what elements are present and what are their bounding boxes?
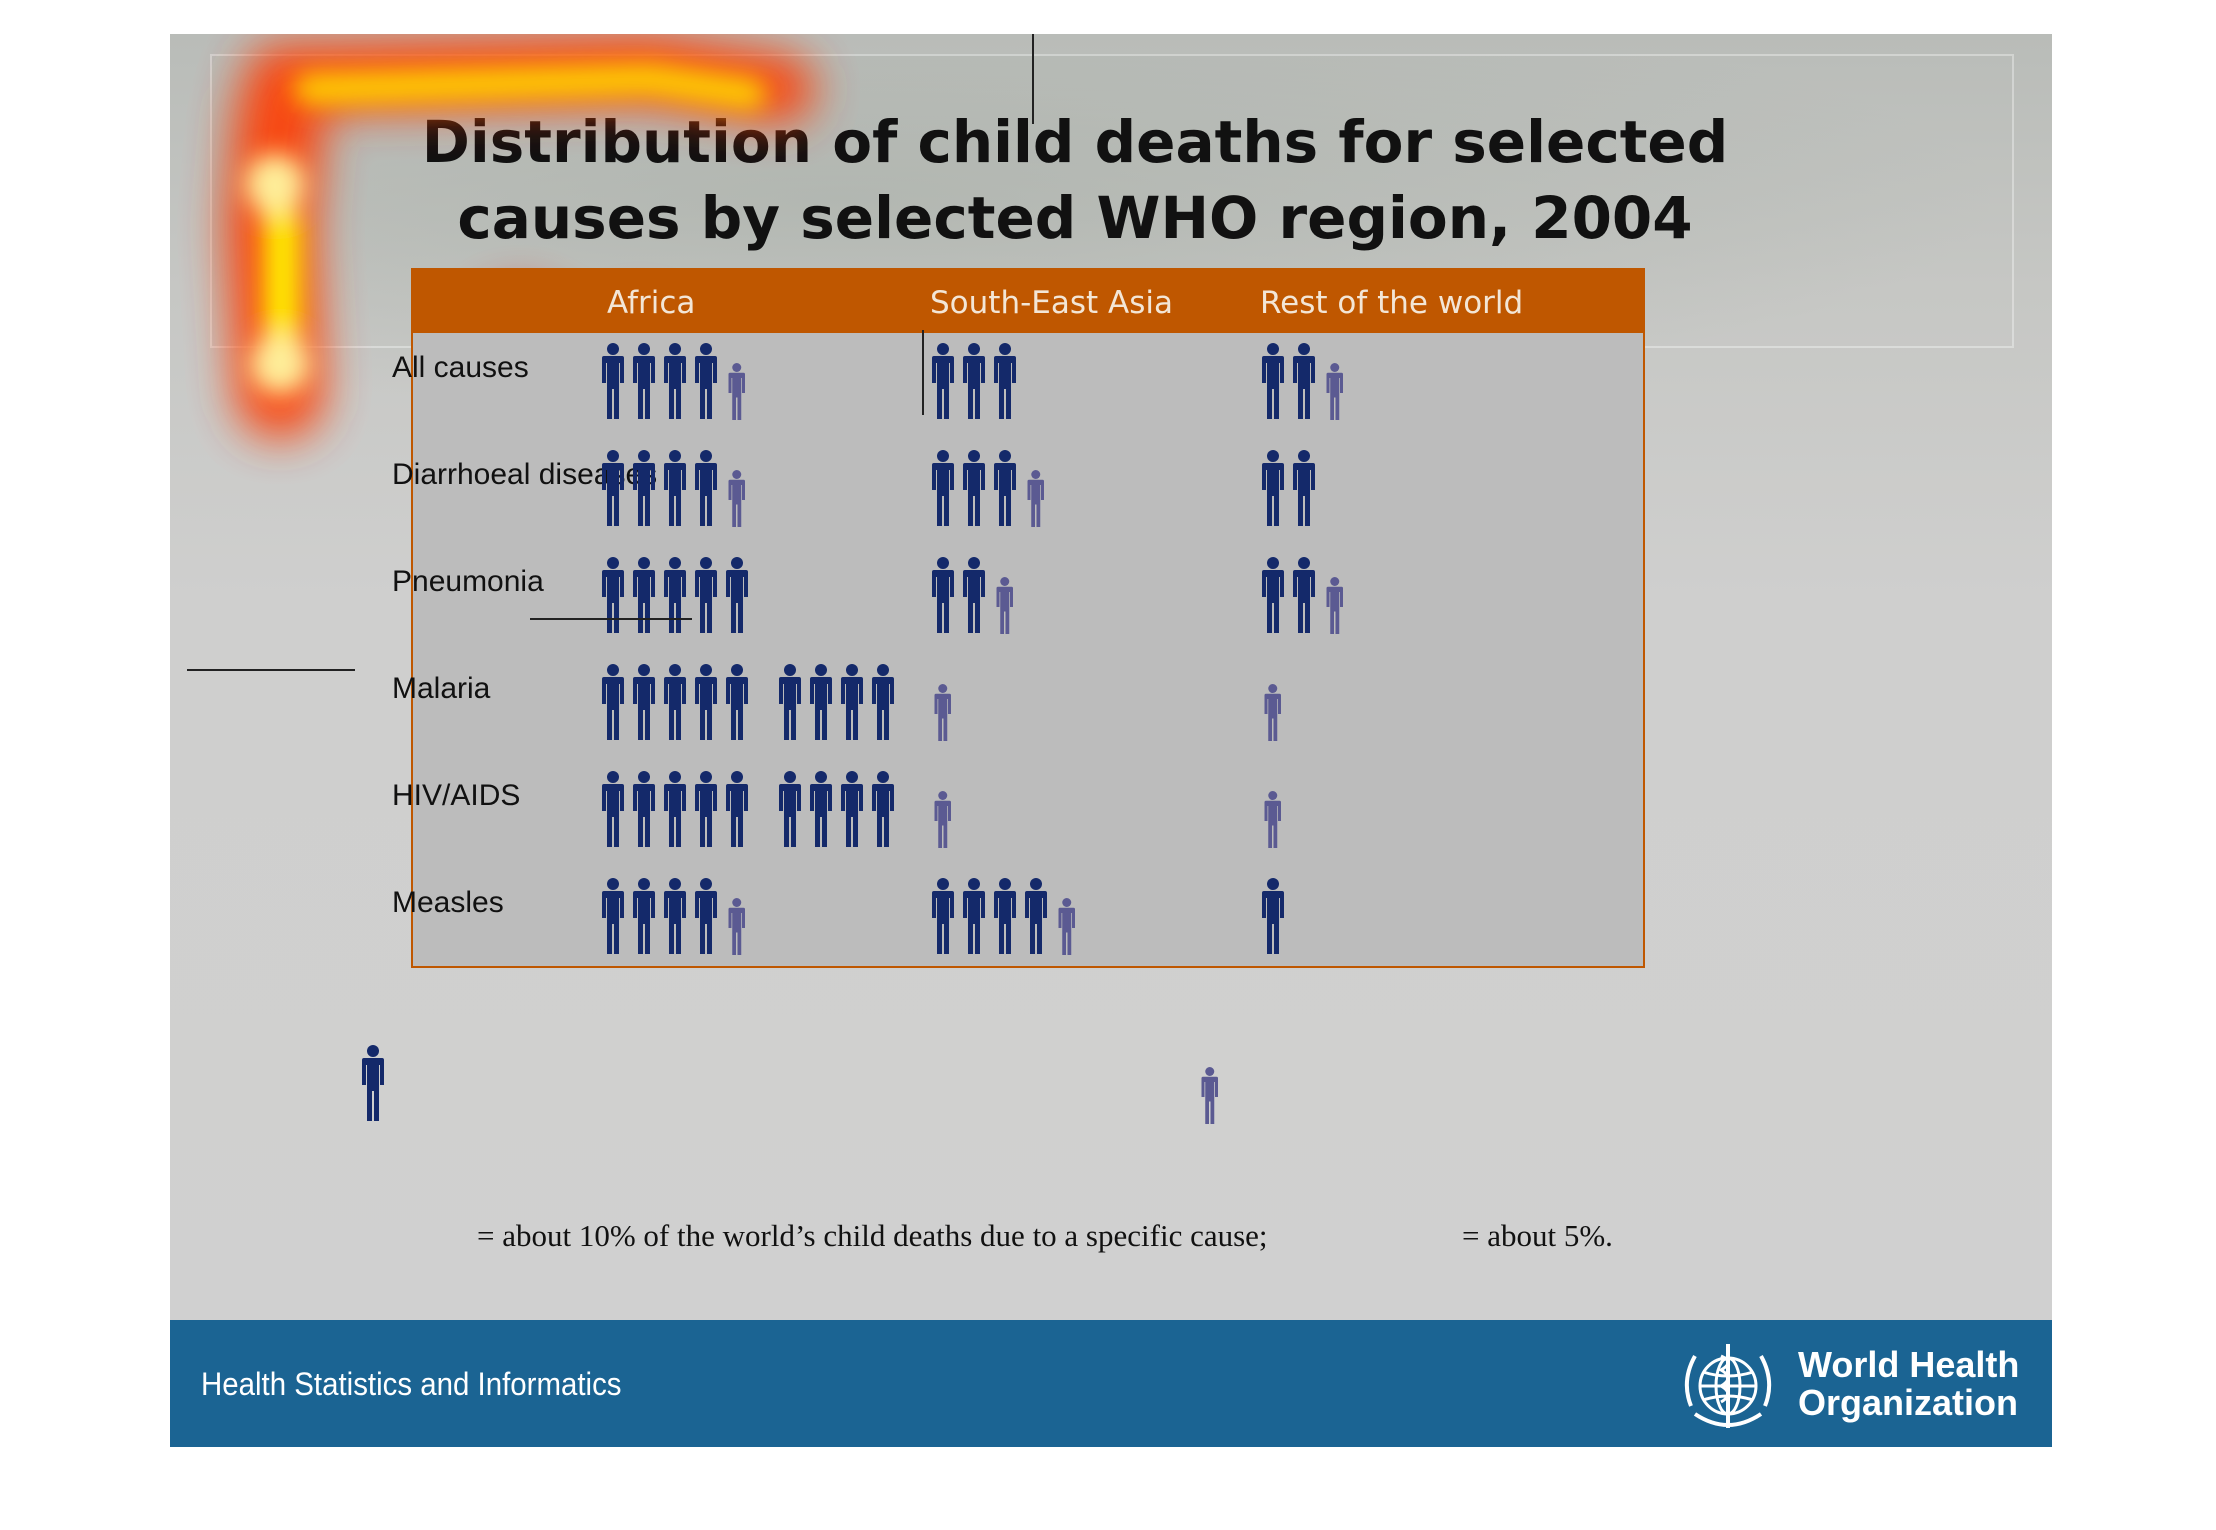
row-label: All causes xyxy=(392,351,529,384)
legend-full-label: = about 10% of the world’s child deaths … xyxy=(477,1218,1268,1253)
table-header-bar xyxy=(412,269,1644,333)
half-person-icon xyxy=(728,470,745,527)
half-person-icon xyxy=(1058,898,1075,955)
annotation-line xyxy=(1032,34,1034,124)
half-person-icon xyxy=(1027,470,1044,527)
row-label: HIV/AIDS xyxy=(392,779,520,812)
full-person-icon xyxy=(994,450,1016,526)
half-person-icon xyxy=(996,577,1013,634)
full-person-icon xyxy=(726,557,748,633)
full-person-icon xyxy=(602,771,624,847)
full-person-icon xyxy=(726,664,748,740)
full-person-icon xyxy=(602,450,624,526)
footer-bar: Health Statistics and Informatics World … xyxy=(170,1320,2052,1447)
half-person-icon xyxy=(728,898,745,955)
full-person-icon xyxy=(695,450,717,526)
full-person-icon xyxy=(872,664,894,740)
full-person-icon xyxy=(602,343,624,419)
full-person-icon xyxy=(963,557,985,633)
full-person-icon xyxy=(1293,450,1315,526)
legend-half-label: = about 5%. xyxy=(1462,1218,1613,1253)
full-person-icon xyxy=(1293,343,1315,419)
full-person-icon xyxy=(695,557,717,633)
column-header: South-East Asia xyxy=(930,285,1173,321)
half-person-icon xyxy=(934,684,951,741)
full-person-icon xyxy=(932,450,954,526)
full-person-icon xyxy=(932,343,954,419)
full-person-icon xyxy=(779,664,801,740)
full-person-icon xyxy=(1262,878,1284,954)
full-person-icon xyxy=(963,450,985,526)
full-person-icon xyxy=(994,878,1016,954)
annotation-line xyxy=(530,618,692,620)
full-person-icon xyxy=(633,557,655,633)
full-person-icon xyxy=(695,771,717,847)
full-person-icon xyxy=(664,450,686,526)
full-person-icon xyxy=(810,664,832,740)
full-person-icon xyxy=(994,343,1016,419)
full-person-icon xyxy=(1262,343,1284,419)
full-person-icon xyxy=(664,771,686,847)
column-header: Rest of the world xyxy=(1260,285,1523,321)
full-person-icon xyxy=(932,557,954,633)
full-person-icon xyxy=(695,664,717,740)
half-person-icon xyxy=(1326,363,1343,420)
full-person-icon xyxy=(633,343,655,419)
full-person-icon xyxy=(726,771,748,847)
full-person-icon xyxy=(602,878,624,954)
legend-half-person-icon xyxy=(1201,1067,1218,1124)
full-person-icon xyxy=(664,664,686,740)
annotation-line xyxy=(187,669,355,671)
half-person-icon xyxy=(1326,577,1343,634)
full-person-icon xyxy=(633,878,655,954)
full-person-icon xyxy=(1262,450,1284,526)
who-name-line2: Organization xyxy=(1798,1382,2019,1423)
full-person-icon xyxy=(664,557,686,633)
footer-label: Health Statistics and Informatics xyxy=(201,1366,622,1402)
column-header: Africa xyxy=(607,285,695,321)
full-person-icon xyxy=(664,343,686,419)
full-person-icon xyxy=(664,878,686,954)
full-person-icon xyxy=(810,771,832,847)
full-person-icon xyxy=(602,664,624,740)
full-person-icon xyxy=(1293,557,1315,633)
row-label: Pneumonia xyxy=(392,565,544,598)
row-label: Measles xyxy=(392,886,504,919)
full-person-icon xyxy=(872,771,894,847)
half-person-icon xyxy=(934,791,951,848)
full-person-icon xyxy=(633,450,655,526)
full-person-icon xyxy=(963,343,985,419)
who-logo-icon xyxy=(1684,1344,1772,1428)
full-person-icon xyxy=(1262,557,1284,633)
full-person-icon xyxy=(695,878,717,954)
full-person-icon xyxy=(841,664,863,740)
half-person-icon xyxy=(1264,684,1281,741)
who-name: World Health Organization xyxy=(1798,1346,2019,1422)
half-person-icon xyxy=(1264,791,1281,848)
full-person-icon xyxy=(633,664,655,740)
slide: Distribution of child deaths for selecte… xyxy=(170,34,2052,1447)
who-name-line1: World Health xyxy=(1798,1344,2020,1385)
full-person-icon xyxy=(1025,878,1047,954)
legend-full-person-icon xyxy=(362,1045,384,1121)
full-person-icon xyxy=(779,771,801,847)
half-person-icon xyxy=(728,363,745,420)
full-person-icon xyxy=(963,878,985,954)
full-person-icon xyxy=(633,771,655,847)
full-person-icon xyxy=(841,771,863,847)
annotation-line xyxy=(922,330,924,415)
row-label: Malaria xyxy=(392,672,491,705)
full-person-icon xyxy=(932,878,954,954)
full-person-icon xyxy=(602,557,624,633)
full-person-icon xyxy=(695,343,717,419)
chart-area: Africa South-East Asia Rest of the world Al… xyxy=(362,268,1645,1124)
